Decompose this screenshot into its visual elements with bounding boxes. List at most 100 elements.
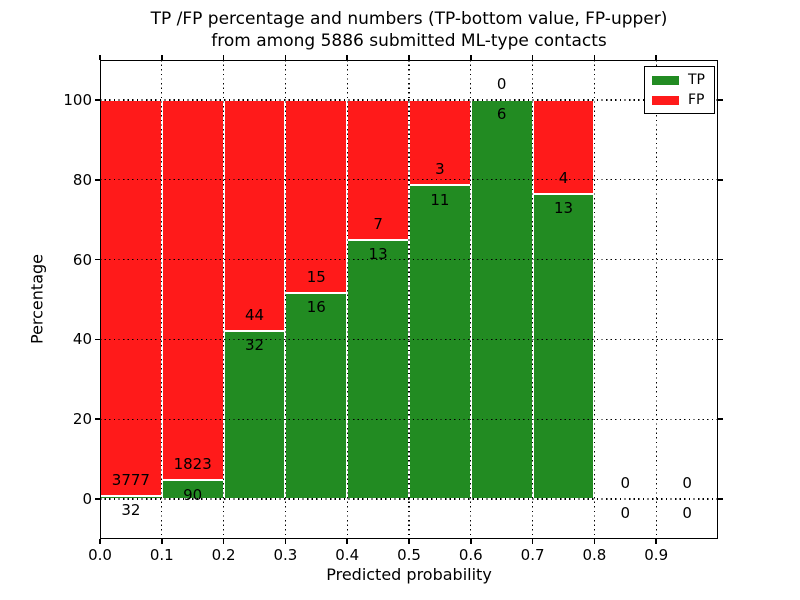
- y-tick-right: [718, 178, 723, 181]
- legend-row-fp: FP: [652, 93, 707, 107]
- tp-count-label: 90: [183, 485, 203, 504]
- legend-label-tp: TP: [688, 72, 705, 88]
- y-tick-left: [95, 178, 100, 181]
- y-tick-right: [718, 498, 723, 500]
- y-tick-label: 0: [82, 490, 92, 509]
- bar-segment-tp: [223, 330, 286, 500]
- x-tick-bottom: [222, 539, 225, 544]
- fp-count-label: 15: [306, 268, 326, 287]
- tp-count-label: 32: [121, 501, 141, 520]
- tp-count-label: 32: [244, 336, 265, 355]
- y-tick-left: [95, 99, 100, 101]
- y-tick-label: 60: [72, 250, 92, 269]
- tp-count-label: 13: [553, 199, 574, 218]
- x-tick-bottom: [655, 539, 657, 544]
- tp-count-label: 0: [620, 504, 631, 523]
- bar-segment-tp: [285, 293, 348, 500]
- x-tick-bottom: [593, 539, 596, 544]
- bar-segment-tp: [347, 239, 409, 500]
- grid-line-horizontal: [100, 418, 718, 420]
- y-tick-right: [718, 258, 723, 261]
- x-tick-top: [346, 55, 348, 60]
- x-tick-label: 0.9: [644, 546, 669, 564]
- y-tick-left: [95, 418, 100, 421]
- y-tick-left: [95, 338, 100, 341]
- x-tick-top: [470, 55, 472, 60]
- y-tick-right: [718, 338, 723, 341]
- x-tick-label: 0.0: [88, 546, 112, 564]
- fp-count-label: 3777: [111, 470, 150, 489]
- x-tick-top: [593, 55, 596, 60]
- bar-segment-fp: [285, 99, 348, 294]
- x-tick-top: [99, 55, 101, 60]
- legend: TP FP: [644, 66, 715, 114]
- x-tick-label: 0.4: [335, 546, 360, 564]
- tp-count-label: 16: [306, 298, 326, 317]
- fp-count-label: 44: [244, 306, 265, 325]
- grid-line-vertical: [161, 60, 163, 539]
- grid-line-vertical: [284, 60, 286, 539]
- x-tick-top: [222, 55, 225, 60]
- grid-line-horizontal: [100, 498, 718, 500]
- fp-count-label: 0: [620, 474, 631, 493]
- x-tick-bottom: [346, 539, 348, 544]
- y-tick-label: 40: [72, 330, 92, 349]
- x-axis-label: Predicted probability: [326, 565, 492, 584]
- legend-label-fp: FP: [688, 92, 705, 108]
- fp-count-label: 4: [558, 168, 569, 187]
- x-tick-label: 0.8: [582, 546, 607, 564]
- chart-title-line1: TP /FP percentage and numbers (TP-bottom…: [150, 9, 668, 29]
- x-tick-label: 0.7: [520, 546, 545, 564]
- tp-count-label: 13: [368, 244, 388, 263]
- y-tick-label: 100: [63, 90, 92, 109]
- fp-count-label: 0: [682, 474, 692, 493]
- grid-line-vertical: [532, 60, 534, 539]
- x-tick-label: 0.3: [273, 546, 298, 564]
- grid-line-horizontal: [100, 99, 718, 101]
- chart-title: TP /FP percentage and numbers (TP-bottom…: [100, 8, 718, 52]
- bar-segment-fp: [161, 99, 224, 481]
- grid-line-horizontal: [100, 338, 718, 340]
- grid-line-vertical: [655, 60, 657, 539]
- grid-line-vertical: [223, 60, 225, 539]
- fp-count-label: 7: [373, 214, 383, 233]
- grid-line-vertical: [593, 60, 595, 539]
- y-tick-right: [718, 418, 723, 421]
- x-tick-bottom: [161, 539, 163, 544]
- grid-line-vertical: [408, 60, 410, 539]
- x-tick-bottom: [284, 539, 287, 544]
- fp-count-label: 3: [435, 160, 445, 179]
- y-tick-label: 20: [72, 410, 92, 429]
- x-tick-bottom: [470, 539, 472, 544]
- bar-segment-fp: [100, 99, 162, 496]
- x-tick-label: 0.2: [211, 546, 236, 564]
- legend-swatch-tp: [652, 75, 679, 85]
- legend-swatch-fp: [652, 95, 679, 105]
- grid-line-vertical: [346, 60, 348, 539]
- legend-row-tp: TP: [652, 73, 707, 87]
- x-tick-top: [161, 55, 163, 60]
- x-tick-label: 0.5: [397, 546, 421, 564]
- x-tick-bottom: [99, 539, 101, 544]
- x-tick-top: [284, 55, 287, 60]
- grid-line-vertical: [470, 60, 472, 539]
- tp-count-label: 0: [682, 504, 692, 523]
- bar-segment-tp: [409, 185, 471, 500]
- x-tick-bottom: [531, 539, 534, 544]
- y-tick-left: [95, 258, 100, 261]
- x-tick-bottom: [408, 539, 410, 544]
- grid-line-horizontal: [100, 179, 718, 181]
- fp-count-label: 0: [496, 74, 507, 93]
- fp-count-label: 1823: [173, 455, 212, 474]
- tp-count-label: 6: [496, 105, 507, 124]
- x-tick-top: [655, 55, 657, 60]
- y-tick-left: [95, 498, 100, 500]
- tp-count-label: 11: [430, 190, 450, 209]
- y-tick-right: [718, 99, 723, 101]
- bar-segment-tp: [470, 99, 533, 500]
- x-tick-label: 0.1: [149, 546, 174, 564]
- bar-segment-fp: [223, 99, 286, 331]
- x-tick-top: [531, 55, 534, 60]
- bar-segment-tp: [532, 193, 595, 500]
